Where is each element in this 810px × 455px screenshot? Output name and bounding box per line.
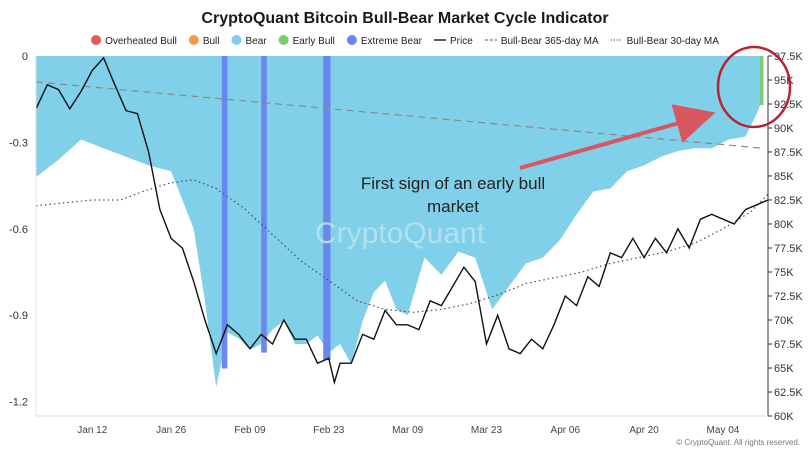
legend-label: Bull [203,36,220,47]
legend-label: Overheated Bull [105,36,177,47]
extreme-bear-band-1 [221,56,228,369]
y-right-tick-label: 65K [774,363,794,375]
legend-marker [91,35,102,45]
x-tick-label: Mar 23 [471,425,503,436]
annotation-arrow [519,104,716,170]
extreme-bear-band-2 [261,56,267,353]
x-axis: Jan 12 Jan 26 Feb 09 Feb 23 Mar 09 Mar 23 Apr … [77,425,739,436]
legend-label: Bull-Bear 365-day MA [501,36,599,47]
legend-item-price: Price [434,36,473,47]
legend-item-early_bull: Early Bull [278,35,335,47]
legend-item-ma30: Bull-Bear 30-day MA [610,36,720,47]
x-tick-label: Jan 12 [77,425,107,436]
y-right-tick-label: 75K [774,267,794,279]
legend-marker [231,35,242,45]
legend-item-bull: Bull [188,35,220,47]
y-right-tick-label: 72.5K [774,291,803,303]
extreme-bear-band-3 [323,56,331,360]
x-tick-label: Feb 09 [234,425,266,436]
watermark: CryptoQuant [315,217,486,250]
y-right-tick-label: 85K [774,171,794,183]
x-tick-label: Mar 09 [392,425,424,436]
y-left-tick-label: -0.3 [9,137,28,149]
legend-label: Bull-Bear 30-day MA [627,36,720,47]
legend-marker [188,35,199,45]
y-right-tick-label: 82.5K [774,195,803,207]
legend-item-ma365: Bull-Bear 365-day MA [484,36,599,47]
y-left-tick-label: 0 [22,51,28,63]
y-right-tick-label: 62.5K [774,387,803,399]
annotation-line-1: First sign of an early bull [361,174,545,193]
y-left-tick-label: -0.6 [9,224,28,236]
legend-item-extreme_bear: Extreme Bear [346,35,423,47]
copyright-text: © CryptoQuant. All rights reserved. [676,438,800,447]
x-tick-label: Apr 06 [551,425,581,436]
legend-label: Early Bull [293,36,335,47]
annotation-line-2: market [427,197,479,216]
x-tick-label: Apr 20 [629,425,659,436]
y-left-tick-label: -0.9 [9,310,28,322]
legend-item-bear: Bear [231,35,268,47]
y-right-tick-label: 67.5K [774,339,803,351]
x-tick-label: Feb 23 [313,425,345,436]
legend-label: Extreme Bear [361,36,423,47]
legend-label: Price [450,36,473,47]
legend-marker [346,35,357,45]
price-line [36,56,768,386]
early-bull-band [760,56,764,105]
y-right-tick-label: 77.5K [774,243,803,255]
y-right-tick-label: 70K [774,315,794,327]
ma365-line [36,81,763,149]
legend-marker [278,35,289,45]
highlight-circle [716,45,792,129]
legend-label: Bear [246,36,268,47]
y-left-tick-label: -1.2 [9,397,28,409]
chart-legend: Overheated Bull Bull Bear Early Bull Extreme… [91,35,719,47]
bear-area [36,56,763,388]
legend-item-overheated: Overheated Bull [91,35,177,47]
left-y-axis: 0 -0.3 -0.6 -0.9 -1.2 [9,51,28,409]
y-right-tick-label: 90K [774,123,794,135]
x-tick-label: May 04 [707,425,740,436]
x-tick-label: Jan 26 [156,425,186,436]
y-right-tick-label: 80K [774,219,794,231]
chart-title: CryptoQuant Bitcoin Bull-Bear Market Cyc… [201,10,608,27]
y-right-tick-label: 60K [774,411,794,423]
y-right-tick-label: 87.5K [774,147,803,159]
y-right-tick-label: 92.5K [774,99,803,111]
